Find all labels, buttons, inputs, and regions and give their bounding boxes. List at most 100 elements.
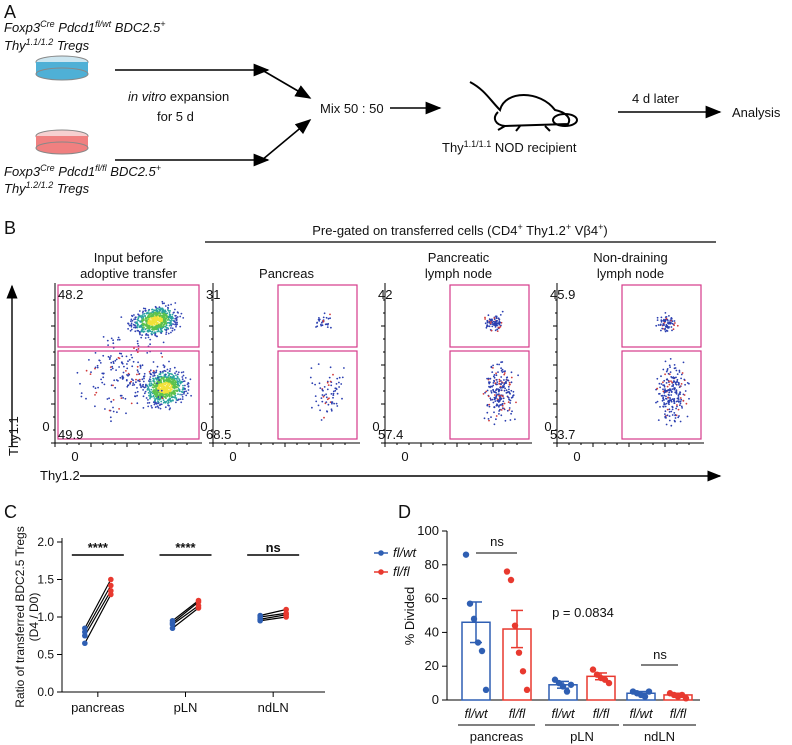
flow-dot [177, 398, 180, 401]
flow-dot [168, 395, 171, 398]
flow-dot [663, 322, 666, 324]
flow-dot [173, 320, 176, 323]
flow-dot [668, 415, 671, 417]
dot [503, 568, 511, 575]
flow-dot [182, 371, 185, 373]
flow-dot [135, 378, 137, 381]
flow-dot [132, 379, 135, 382]
flow-dot [136, 373, 138, 376]
flow-dot [670, 326, 673, 328]
dot [559, 683, 567, 690]
pair-line [172, 605, 199, 625]
flow-dot [158, 326, 160, 328]
flow-dot [664, 316, 667, 318]
flow-dot [495, 383, 498, 386]
flow-dot [503, 383, 506, 386]
flow-dot [672, 377, 675, 380]
dot [478, 647, 486, 655]
flow-dot [499, 314, 502, 316]
flow-dot [660, 319, 663, 322]
donor-label: Foxp3Cre Pdcd1fl/wt BDC2.5+ [4, 19, 166, 35]
flow-dot [176, 321, 179, 324]
flow-dot [174, 372, 176, 375]
flow-dot [170, 319, 173, 321]
flow-dot [155, 312, 158, 315]
flow-dot [165, 324, 168, 327]
flow-dot [680, 383, 683, 385]
flow-dot [116, 411, 118, 414]
flow-dot [189, 378, 192, 381]
flow-dot [157, 394, 160, 397]
flow-dot [166, 322, 169, 324]
flow-dot [171, 399, 174, 402]
flow-dot [166, 395, 169, 398]
flow-dot [135, 381, 137, 384]
x-tick-label: fl/fl [670, 706, 688, 721]
flow-dot [165, 331, 168, 334]
flow-dot [122, 371, 125, 374]
legend-dot [378, 569, 384, 575]
flow-dot [340, 383, 343, 385]
flow-dot [174, 323, 176, 326]
flow-dot [136, 351, 139, 353]
flow-dot [139, 331, 141, 334]
flow-dot [165, 320, 167, 323]
flow-dot [152, 327, 155, 330]
flow-dot [676, 405, 678, 408]
flow-dot [108, 409, 111, 412]
flow-dot [676, 378, 679, 381]
flow-dot [157, 386, 160, 389]
flow-dot [493, 376, 496, 379]
text-run: Foxp3 [4, 164, 41, 179]
flow-dot [131, 319, 134, 322]
flow-dot [336, 405, 339, 407]
flow-dot [178, 389, 181, 392]
flow-dot [673, 324, 675, 327]
flow-dot [142, 407, 145, 409]
flow-dot [501, 407, 504, 409]
flow-dot [673, 320, 676, 322]
flow-dot [168, 370, 171, 372]
flow-dot [499, 398, 502, 401]
flow-dot [165, 397, 167, 400]
flow-dot [170, 316, 173, 318]
gate [621, 350, 702, 440]
flow-dot [666, 330, 669, 332]
flow-dot [118, 338, 121, 341]
flow-dot [330, 408, 333, 411]
flow-dot [179, 393, 182, 396]
flow-dot [666, 414, 669, 417]
flow-dot [181, 398, 184, 400]
flow-dot [667, 327, 670, 329]
gate-percent: 49.9 [58, 427, 83, 442]
flow-dot [152, 394, 155, 397]
flow-dot [485, 326, 488, 329]
flow-dot [164, 325, 167, 328]
flow-dot [165, 333, 168, 335]
flow-dot [139, 367, 142, 369]
flow-dot [489, 386, 491, 389]
flow-dot [102, 354, 105, 357]
flow-dot [146, 311, 149, 314]
flow-dot [683, 394, 686, 396]
flow-dot [158, 314, 161, 317]
flow-dot [122, 397, 124, 399]
flow-dot [153, 373, 156, 375]
flow-dot [137, 371, 140, 373]
panel-label: A [4, 2, 16, 22]
flow-dot [329, 366, 332, 369]
flow-dot [184, 377, 187, 379]
flow-dot [141, 322, 144, 325]
flow-dot [166, 312, 169, 315]
text-run: Thy [4, 181, 27, 196]
flow-dot [151, 317, 153, 320]
flow-dot [149, 313, 152, 315]
flow-dot [494, 320, 496, 323]
flow-dot [492, 382, 495, 384]
gate-percent: 48.2 [58, 287, 83, 302]
flow-dot [669, 366, 671, 368]
flow-dot [505, 376, 508, 379]
x-tick-label: fl/wt [629, 706, 654, 721]
flow-dot [114, 359, 117, 362]
dot [523, 686, 531, 694]
